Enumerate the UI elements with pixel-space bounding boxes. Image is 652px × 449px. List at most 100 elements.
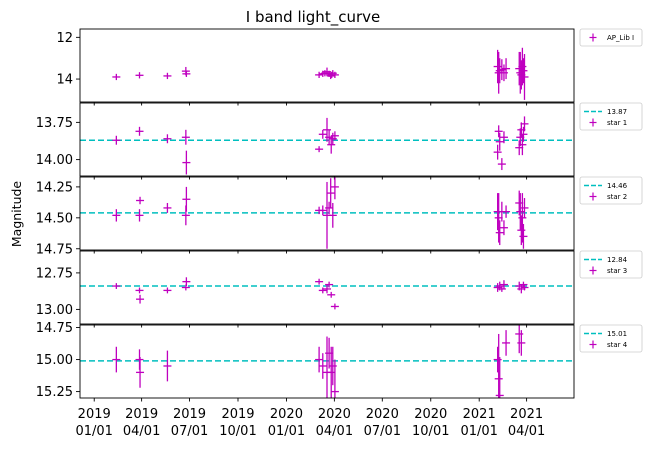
- data-point: [326, 178, 335, 208]
- y-axis-label: Magnitude: [9, 181, 24, 248]
- data-point: [112, 209, 121, 222]
- y-tick-label: 14: [56, 73, 73, 88]
- x-tick-label: 01/01: [460, 424, 497, 439]
- x-tick-label: 10/01: [219, 424, 256, 439]
- data-point: [112, 135, 121, 145]
- data-point: [493, 144, 502, 160]
- panel-frame: [79, 102, 575, 177]
- x-tick-label: 10/01: [412, 424, 449, 439]
- legend-label: 15.01: [607, 330, 627, 338]
- x-tick-label: 2021: [510, 407, 543, 422]
- data-point: [135, 126, 144, 136]
- legend-label: star 4: [607, 341, 628, 349]
- data-point: [520, 284, 529, 291]
- data-point: [330, 131, 339, 141]
- data-point: [494, 125, 503, 138]
- legend-2: 13.87 star 1: [579, 102, 643, 131]
- y-tick-label: 14.75: [36, 321, 73, 336]
- legend-box: [579, 324, 643, 353]
- data-point: [502, 205, 511, 218]
- data-point: [163, 202, 172, 213]
- data-point: [318, 353, 327, 379]
- data-point: [163, 287, 172, 294]
- data-point: [318, 129, 327, 139]
- data-point: [182, 150, 191, 175]
- x-tick-label: 04/01: [316, 424, 353, 439]
- data-point: [325, 281, 334, 288]
- data-point: [519, 58, 528, 84]
- data-point: [330, 303, 339, 310]
- legend-box: [579, 102, 643, 131]
- data-point: [136, 196, 145, 205]
- data-point: [495, 132, 504, 151]
- data-point: [495, 220, 504, 246]
- y-tick-label: 14.50: [36, 211, 73, 226]
- x-tick-label: 2020: [366, 407, 399, 422]
- legend-label: star 2: [607, 193, 627, 201]
- data-point: [327, 291, 336, 298]
- data-point: [499, 280, 508, 289]
- data-point: [519, 224, 528, 249]
- x-tick-label: 07/01: [364, 424, 401, 439]
- legend-label: 13.87: [607, 108, 627, 116]
- data-point: [182, 70, 191, 77]
- x-tick-label: 2021: [463, 407, 496, 422]
- legend-label: 12.84: [607, 256, 628, 264]
- legend-box: [579, 250, 643, 279]
- x-tick-label: 07/01: [171, 424, 208, 439]
- x-tick-label: 2019: [78, 407, 111, 422]
- data-point: [327, 346, 336, 398]
- data-point: [330, 71, 339, 79]
- x-tick-label: 2020: [318, 407, 351, 422]
- data-point: [163, 350, 172, 382]
- panel-data: [112, 47, 529, 100]
- panel-frame: [79, 176, 575, 251]
- legend-5: 15.01 star 4: [579, 324, 643, 353]
- data-point: [520, 198, 529, 218]
- y-tick-label: 12: [56, 31, 73, 46]
- legend-1: AP_Lib I: [579, 28, 643, 47]
- data-point: [112, 346, 121, 373]
- x-tick-label: 01/01: [75, 424, 112, 439]
- chart-title: I band light_curve: [246, 8, 380, 27]
- data-point: [135, 72, 144, 79]
- legend-3: 14.46 star 2: [579, 176, 643, 205]
- y-tick-label: 13.75: [36, 116, 73, 131]
- data-point: [112, 283, 121, 289]
- panel-frame: [79, 28, 575, 103]
- panel-data: [80, 277, 574, 310]
- data-point: [499, 131, 508, 144]
- data-point: [315, 71, 324, 79]
- legend-box: [579, 28, 643, 47]
- data-point: [330, 359, 339, 398]
- data-point: [323, 284, 331, 294]
- data-point: [499, 220, 508, 236]
- panel-4: 12.75 13.00 12.84 star 3: [36, 250, 643, 328]
- data-point: [325, 201, 334, 215]
- panel-data: [80, 325, 574, 398]
- panel-frame: [79, 250, 575, 325]
- y-tick-label: 15.00: [36, 353, 73, 368]
- data-point: [182, 186, 191, 212]
- legend-box: [579, 176, 643, 205]
- data-point: [494, 333, 503, 398]
- y-tick-label: 14.25: [36, 180, 73, 195]
- panel-3: 14.25 14.50 14.75 14.46 star 2: [36, 176, 643, 257]
- panel-1: 12 14 AP_Lib I: [56, 28, 643, 106]
- data-point: [135, 287, 144, 294]
- data-point: [519, 281, 528, 288]
- x-tick-label: 01/01: [268, 424, 305, 439]
- data-point: [315, 278, 324, 285]
- data-point: [497, 158, 506, 171]
- data-point: [315, 146, 324, 153]
- x-tick-label: 2020: [414, 407, 447, 422]
- data-point: [519, 126, 528, 142]
- x-tick-label: 2019: [221, 407, 254, 422]
- legend-label: star 3: [607, 267, 627, 275]
- data-point: [520, 54, 529, 100]
- y-tick-label: 15.25: [36, 385, 73, 400]
- panel-frame: [79, 324, 575, 399]
- data-point: [163, 72, 172, 80]
